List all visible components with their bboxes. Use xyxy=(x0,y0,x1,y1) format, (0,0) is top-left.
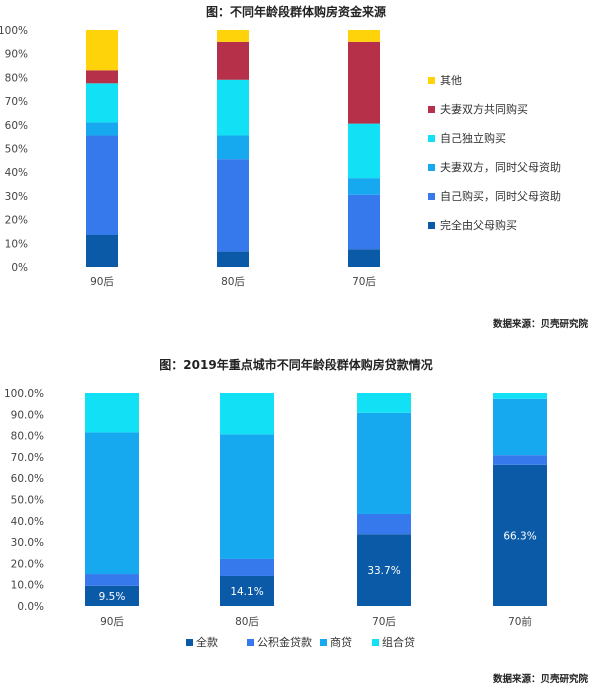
y-tick-label: 70% xyxy=(5,96,28,108)
y-tick-label: 40% xyxy=(5,167,28,179)
bar-segment xyxy=(348,123,380,179)
bar-segment xyxy=(217,251,249,267)
x-category-label: 90后 xyxy=(90,276,114,288)
y-tick-label: 90% xyxy=(5,49,28,61)
legend-swatch xyxy=(428,222,435,229)
bar-segment xyxy=(348,30,380,42)
chart2-source: 数据来源：贝壳研究院 xyxy=(492,673,589,685)
bar-segment xyxy=(348,194,380,250)
x-category-label: 90后 xyxy=(100,616,124,628)
legend-swatch xyxy=(428,106,435,113)
y-tick-label: 0.0% xyxy=(17,601,44,613)
legend-label: 组合贷 xyxy=(382,635,415,649)
bar-segment xyxy=(86,122,118,136)
legend-label: 夫妻双方，同时父母资助 xyxy=(440,160,561,174)
x-category-label: 70后 xyxy=(352,276,376,288)
chart1-source: 数据来源：贝壳研究院 xyxy=(492,318,589,330)
bar-segment xyxy=(217,79,249,136)
y-tick-label: 90.0% xyxy=(11,409,44,421)
bar-segment xyxy=(86,70,118,84)
legend-swatch xyxy=(428,193,435,200)
y-tick-label: 30.0% xyxy=(11,537,44,549)
bar-segment xyxy=(357,393,411,413)
legend-label: 其他 xyxy=(440,74,462,87)
bar-segment xyxy=(493,455,547,465)
bar-segment xyxy=(357,534,411,606)
bar-segment xyxy=(85,432,139,575)
bar-segment xyxy=(86,30,118,71)
y-tick-label: 20% xyxy=(5,215,28,227)
bar-segment xyxy=(493,398,547,456)
bar-segment xyxy=(348,41,380,124)
legend-label: 全款 xyxy=(196,635,218,649)
legend-label: 自己购买，同时父母资助 xyxy=(440,189,561,203)
legend-label: 自己独立购买 xyxy=(440,131,506,145)
legend-swatch xyxy=(428,135,435,142)
data-label: 33.7% xyxy=(367,565,400,577)
bar-segment xyxy=(217,135,249,160)
data-label: 66.3% xyxy=(503,530,536,542)
bar-segment xyxy=(217,159,249,252)
x-category-label: 70前 xyxy=(508,615,532,628)
y-tick-label: 60% xyxy=(5,120,28,132)
legend-swatch xyxy=(320,639,327,646)
y-tick-label: 100.0% xyxy=(4,388,44,400)
legend-label: 完全由父母购买 xyxy=(440,218,517,232)
legend-swatch xyxy=(247,639,254,646)
chart1-funding-sources: 0% 10% 20% 30% 40% 50% 60% 70% 80% 90% 100% 90后 80后 7… xyxy=(0,25,561,288)
bar-segment xyxy=(220,575,274,606)
y-tick-label: 50% xyxy=(5,144,28,156)
bar-segment xyxy=(493,464,547,606)
bar-segment xyxy=(86,83,118,123)
bar-segment xyxy=(220,393,274,435)
legend-label: 公积金贷款 xyxy=(257,635,312,649)
bar-segment xyxy=(217,41,249,80)
y-tick-label: 10.0% xyxy=(11,580,44,592)
y-tick-label: 80% xyxy=(5,72,28,84)
y-tick-label: 70.0% xyxy=(11,452,44,464)
legend-swatch xyxy=(428,77,435,84)
x-category-label: 70后 xyxy=(372,616,396,628)
y-tick-label: 20.0% xyxy=(11,558,44,570)
x-category-label: 80后 xyxy=(221,276,245,288)
bar-segment xyxy=(86,135,118,236)
x-category-label: 80后 xyxy=(235,616,259,628)
y-tick-label: 0% xyxy=(11,262,28,274)
bar-segment xyxy=(220,558,274,576)
legend-swatch xyxy=(372,639,379,646)
y-tick-label: 10% xyxy=(5,238,28,250)
bar-segment xyxy=(217,30,249,42)
bar-segment xyxy=(220,434,274,559)
bar-segment xyxy=(86,235,118,267)
chart1-title: 图：不同年龄段群体购房资金来源 xyxy=(206,4,386,19)
bar-segment xyxy=(85,574,139,586)
y-tick-label: 60.0% xyxy=(11,473,44,485)
y-tick-label: 30% xyxy=(5,191,28,203)
bar-segment xyxy=(493,393,547,399)
bar-segment xyxy=(348,249,380,267)
y-tick-label: 40.0% xyxy=(11,516,44,528)
bar-segment xyxy=(85,393,139,433)
data-label: 14.1% xyxy=(230,586,263,598)
legend-label: 商贷 xyxy=(330,635,352,649)
legend-swatch xyxy=(186,639,193,646)
chart2-loan-types: 0.0% 10.0% 20.0% 30.0% 40.0% 50.0% 60.0% 70.0% 8… xyxy=(4,388,547,649)
chart2-title: 图：2019年重点城市不同年龄段群体购房贷款情况 xyxy=(159,357,432,372)
legend-label: 夫妻双方共同购买 xyxy=(440,102,528,116)
y-tick-label: 50.0% xyxy=(11,495,44,507)
bar-segment xyxy=(357,513,411,535)
y-tick-label: 80.0% xyxy=(11,431,44,443)
data-label: 9.5% xyxy=(99,591,126,603)
y-tick-label: 100% xyxy=(0,25,28,37)
legend-swatch xyxy=(428,164,435,171)
bar-segment xyxy=(348,178,380,195)
bar-segment xyxy=(85,585,139,606)
bar-segment xyxy=(357,412,411,514)
